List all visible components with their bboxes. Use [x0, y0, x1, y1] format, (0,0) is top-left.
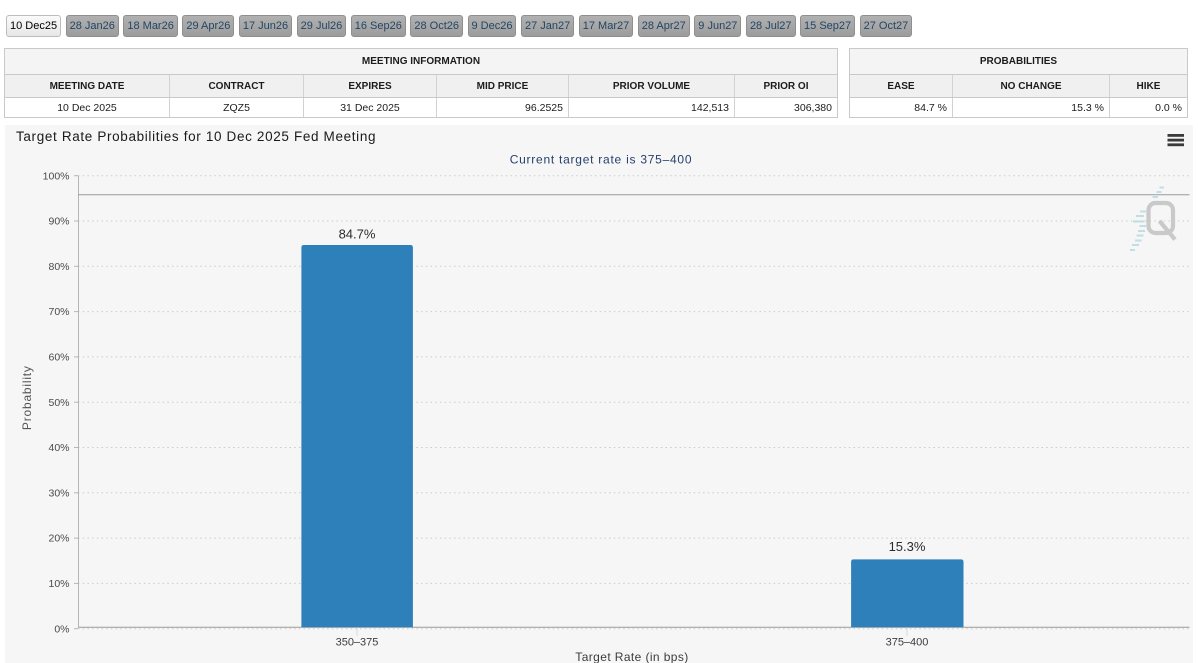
svg-text:Current target rate is 375–400: Current target rate is 375–400	[510, 152, 693, 166]
svg-text:40%: 40%	[48, 442, 69, 454]
svg-text:80%: 80%	[48, 261, 69, 273]
svg-text:60%: 60%	[48, 352, 69, 364]
svg-text:100%: 100%	[43, 170, 70, 182]
svg-text:10%: 10%	[48, 578, 69, 590]
svg-text:350–375: 350–375	[336, 637, 379, 649]
svg-text:Probability: Probability	[20, 365, 34, 430]
svg-text:70%: 70%	[48, 306, 69, 318]
svg-text:20%: 20%	[48, 533, 69, 545]
svg-text:0%: 0%	[54, 623, 69, 635]
svg-text:84.7%: 84.7%	[339, 227, 376, 242]
svg-text:90%: 90%	[48, 216, 69, 228]
svg-text:Target Rate Probabilities for: Target Rate Probabilities for 10 Dec 202…	[16, 129, 376, 144]
svg-text:15.3%: 15.3%	[889, 539, 926, 554]
svg-text:30%: 30%	[48, 487, 69, 499]
svg-text:50%: 50%	[48, 397, 69, 409]
svg-text:375–400: 375–400	[886, 637, 929, 649]
svg-text:Target Rate (in bps): Target Rate (in bps)	[575, 650, 688, 663]
